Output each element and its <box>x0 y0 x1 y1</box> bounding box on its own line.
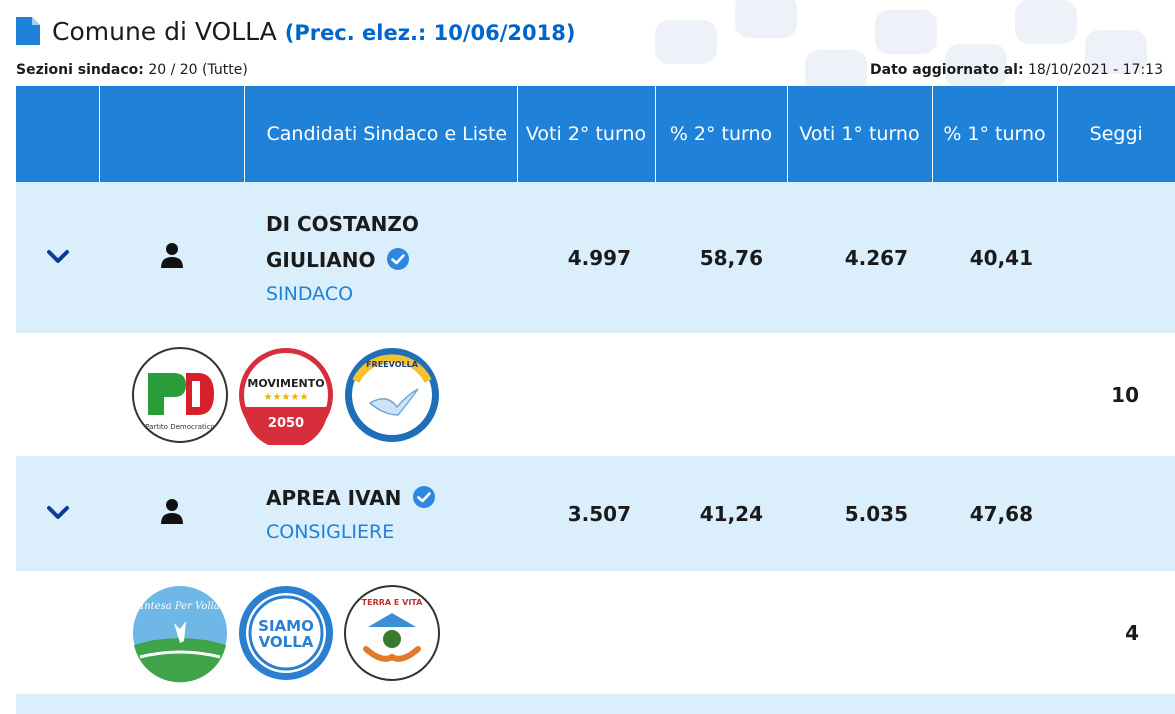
seats-value: 10 <box>1057 333 1175 456</box>
page-header: Comune di VOLLA (Prec. elez.: 10/06/2018… <box>16 14 575 48</box>
perc-1st: 47,68 <box>932 456 1057 571</box>
update-value: 18/10/2021 - 17:13 <box>1028 62 1163 78</box>
candidate-row: APREA IVAN CONSIGLIERE 3.507 41,24 5.035… <box>16 456 1175 571</box>
votes-1st: 4.267 <box>787 182 932 333</box>
perc-2nd: 41,24 <box>655 456 787 571</box>
user-icon <box>160 243 183 268</box>
update-label: Dato aggiornato al: <box>870 62 1024 78</box>
svg-text:Partito Democratico: Partito Democratico <box>145 423 215 431</box>
header-votes-2nd: Voti 2° turno <box>517 86 656 182</box>
sections-label: Sezioni sindaco: <box>16 62 144 78</box>
previous-election-date: (Prec. elez.: 10/06/2018) <box>284 20 576 45</box>
intesa-per-volla-logo-icon[interactable]: Intesa Per Volla <box>130 583 230 683</box>
expand-toggle[interactable] <box>16 456 99 571</box>
background-decoration <box>615 0 1175 90</box>
svg-text:VOLLA: VOLLA <box>259 633 314 651</box>
header-votes-1st: Voti 1° turno <box>787 86 933 182</box>
svg-text:Intesa Per Volla: Intesa Per Volla <box>139 601 219 612</box>
seats-value: 4 <box>1057 571 1175 694</box>
results-table: Candidati Sindaco e Liste Voti 2° turno … <box>16 86 1175 714</box>
seats-empty <box>1057 182 1175 333</box>
perc-2nd: 58,76 <box>655 182 787 333</box>
lists-row: Partito Democratico MOVIMENTO ★★★★★ 2050 <box>16 333 1175 456</box>
candidate-avatar <box>99 456 244 571</box>
candidate-role: SINDACO <box>266 282 354 305</box>
candidate-row: DI COSTANZO GIULIANO SINDACO 4.997 58,76… <box>16 182 1175 333</box>
header-candidates: Candidati Sindaco e Liste <box>244 86 518 182</box>
freevolla-logo-icon[interactable]: FREEVOLLA <box>342 345 442 445</box>
candidate-info: APREA IVAN CONSIGLIERE <box>244 456 517 571</box>
verified-check-icon <box>387 247 410 270</box>
sections-value: 20 / 20 (Tutte) <box>148 62 248 78</box>
perc-1st: 40,41 <box>932 182 1057 333</box>
header-expand <box>16 86 100 182</box>
candidate-name-cont[interactable]: GIULIANO <box>266 247 376 272</box>
votes-1st: 5.035 <box>787 456 932 571</box>
candidate-name[interactable]: APREA IVAN <box>266 485 402 510</box>
pd-logo-icon[interactable]: Partito Democratico <box>130 345 230 445</box>
candidate-role: CONSIGLIERE <box>266 520 395 543</box>
chevron-down-icon[interactable] <box>46 249 69 265</box>
lists-cell: Intesa Per Volla SIAMO VOLLA TERR <box>16 571 1057 694</box>
expand-toggle[interactable] <box>16 182 99 333</box>
seats-empty <box>1057 456 1175 571</box>
chevron-down-icon[interactable] <box>46 505 69 521</box>
header-perc-1st: % 1° turno <box>932 86 1058 182</box>
verified-check-icon <box>413 485 436 508</box>
header-avatar <box>99 86 245 182</box>
votes-2nd: 4.997 <box>517 182 655 333</box>
header-perc-2nd: % 2° turno <box>655 86 788 182</box>
document-icon <box>16 17 40 45</box>
candidate-info: DI COSTANZO GIULIANO SINDACO <box>244 182 517 333</box>
update-info: Dato aggiornato al: 18/10/2021 - 17:13 <box>870 62 1163 78</box>
svg-text:★★★★★: ★★★★★ <box>264 392 309 403</box>
votes-2nd: 3.507 <box>517 456 655 571</box>
sections-info: Sezioni sindaco: 20 / 20 (Tutte) <box>16 62 248 78</box>
page-title: Comune di VOLLA (Prec. elez.: 10/06/2018… <box>52 16 576 46</box>
table-header: Candidati Sindaco e Liste Voti 2° turno … <box>16 86 1175 182</box>
lists-cell: Partito Democratico MOVIMENTO ★★★★★ 2050 <box>16 333 1057 456</box>
svg-text:MOVIMENTO: MOVIMENTO <box>247 377 324 390</box>
svg-text:TERRA E VITA: TERRA E VITA <box>362 598 423 607</box>
table-row <box>16 694 1175 714</box>
svg-text:2050: 2050 <box>268 416 304 431</box>
header-seats: Seggi <box>1057 86 1175 182</box>
lists-row: Intesa Per Volla SIAMO VOLLA TERR <box>16 571 1175 694</box>
party-logos: Intesa Per Volla SIAMO VOLLA TERR <box>16 583 1057 683</box>
candidate-avatar <box>99 182 244 333</box>
candidate-name[interactable]: DI COSTANZO <box>266 211 419 236</box>
siamo-volla-logo-icon[interactable]: SIAMO VOLLA <box>236 583 336 683</box>
svg-text:SIAMO: SIAMO <box>258 617 314 635</box>
party-logos: Partito Democratico MOVIMENTO ★★★★★ 2050 <box>16 345 1057 445</box>
user-icon <box>160 499 183 524</box>
terra-e-vita-logo-icon[interactable]: TERRA E VITA <box>342 583 442 683</box>
svg-text:FREEVOLLA: FREEVOLLA <box>366 360 419 369</box>
movimento-2050-logo-icon[interactable]: MOVIMENTO ★★★★★ 2050 <box>236 345 336 445</box>
